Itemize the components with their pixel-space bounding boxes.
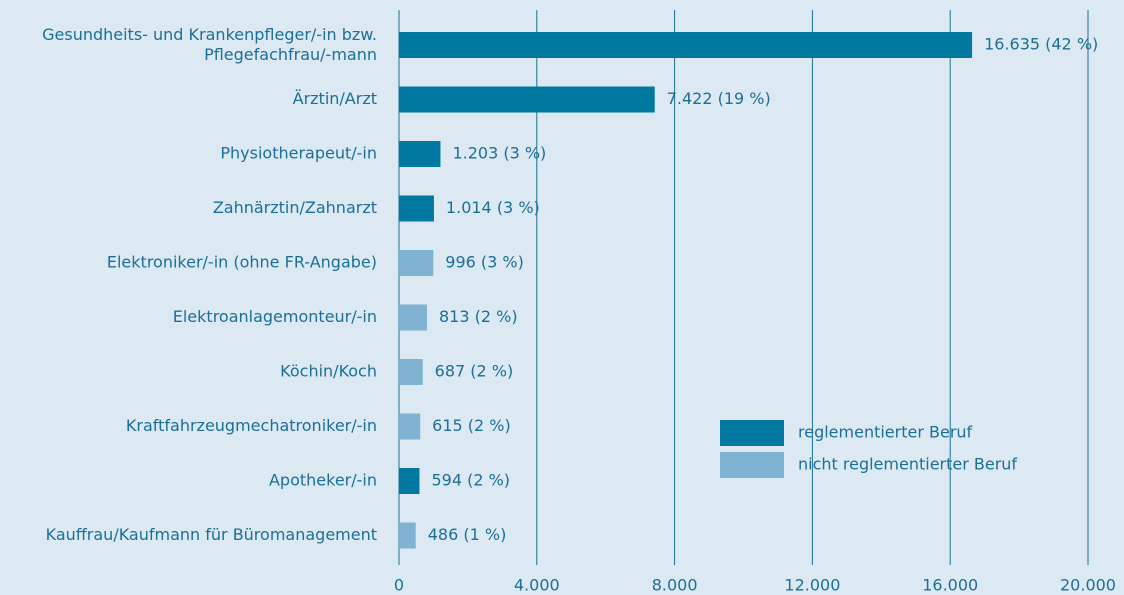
value-label: 1.014 (3 %) xyxy=(446,198,540,217)
y-tick-label: Physiotherapeut/-in xyxy=(220,144,377,163)
bar xyxy=(399,195,434,222)
value-label: 486 (1 %) xyxy=(428,525,507,544)
bar xyxy=(399,413,421,440)
y-tick-label: Elektroanlagemonteur/-in xyxy=(173,307,377,326)
y-tick-label: Kraftfahrzeugmechatroniker/-in xyxy=(126,416,377,435)
legend-swatch xyxy=(720,420,784,446)
value-label: 813 (2 %) xyxy=(439,307,518,326)
x-tick-label: 20.000 xyxy=(1060,576,1116,595)
x-tick-label: 12.000 xyxy=(784,576,840,595)
bar xyxy=(399,32,973,58)
value-label: 7.422 (19 %) xyxy=(667,89,771,108)
y-tick-label: Zahnärztin/Zahnarzt xyxy=(213,198,377,217)
y-tick-label: Köchin/Koch xyxy=(280,362,377,381)
bar xyxy=(399,250,434,276)
value-label: 615 (2 %) xyxy=(432,416,511,435)
bar xyxy=(399,86,655,113)
y-tick-label: Ärztin/Arzt xyxy=(293,89,377,108)
x-tick-label: 0 xyxy=(394,576,404,595)
y-tick-label: Kauffrau/Kaufmann für Büromanagement xyxy=(46,525,377,544)
bar xyxy=(399,304,428,331)
bar xyxy=(399,141,441,167)
value-label: 1.203 (3 %) xyxy=(452,144,546,163)
bar xyxy=(399,522,416,549)
x-tick-label: 8.000 xyxy=(652,576,698,595)
bar xyxy=(399,468,420,494)
legend-label: nicht reglementierter Beruf xyxy=(798,455,1017,474)
bar xyxy=(399,359,423,385)
x-tick-label: 4.000 xyxy=(514,576,560,595)
value-label: 16.635 (42 %) xyxy=(984,35,1098,54)
value-label: 594 (2 %) xyxy=(431,471,510,490)
x-tick-label: 16.000 xyxy=(922,576,978,595)
value-label: 996 (3 %) xyxy=(445,253,524,272)
value-label: 687 (2 %) xyxy=(435,362,514,381)
legend-swatch xyxy=(720,452,784,478)
y-tick-label: Apotheker/-in xyxy=(269,471,377,490)
legend-label: reglementierter Beruf xyxy=(798,423,973,442)
y-tick-label: Elektroniker/-in (ohne FR-Angabe) xyxy=(107,253,377,272)
y-tick-label: Gesundheits- und Krankenpfleger/-in bzw.… xyxy=(42,25,377,64)
